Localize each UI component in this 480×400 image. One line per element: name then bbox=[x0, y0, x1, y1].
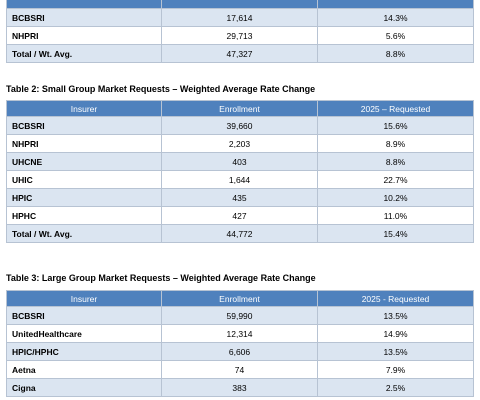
enrollment-cell: 17,614 bbox=[161, 8, 318, 27]
insurer-cell: Cigna bbox=[6, 378, 162, 397]
insurer-cell: UnitedHealthcare bbox=[6, 324, 162, 343]
table-1: BCBSRI 17,614 14.3% NHPRI 29,713 5.6% To… bbox=[6, 0, 474, 63]
rate-cell: 22.7% bbox=[317, 170, 474, 189]
enrollment-cell: 6,606 bbox=[161, 342, 318, 361]
enrollment-header: Enrollment bbox=[161, 290, 318, 307]
rate-cell: 14.3% bbox=[317, 8, 474, 27]
insurer-cell: BCBSRI bbox=[6, 116, 162, 135]
enrollment-cell: 383 bbox=[161, 378, 318, 397]
rate-cell: 15.4% bbox=[317, 224, 474, 243]
insurer-cell: UHIC bbox=[6, 170, 162, 189]
rate-cell: 7.9% bbox=[317, 360, 474, 379]
rate-cell: 15.6% bbox=[317, 116, 474, 135]
table-2-title: Table 2: Small Group Market Requests – W… bbox=[6, 84, 316, 94]
table-3-header-row: Insurer Enrollment 2025 - Requested bbox=[6, 290, 474, 307]
rate-cell: 13.5% bbox=[317, 306, 474, 325]
insurer-cell: HPIC/HPHC bbox=[6, 342, 162, 361]
table-1-header-row bbox=[6, 0, 474, 9]
table-row: NHPRI 2,203 8.9% bbox=[6, 134, 474, 153]
table-1-header-cell bbox=[161, 0, 318, 9]
rate-cell: 10.2% bbox=[317, 188, 474, 207]
enrollment-header: Enrollment bbox=[161, 100, 318, 117]
rate-cell: 14.9% bbox=[317, 324, 474, 343]
enrollment-cell: 2,203 bbox=[161, 134, 318, 153]
table-row: BCBSRI 39,660 15.6% bbox=[6, 116, 474, 135]
insurer-cell: BCBSRI bbox=[6, 306, 162, 325]
total-row: Total / Wt. Avg. 44,772 15.4% bbox=[6, 224, 474, 243]
insurer-cell: NHPRI bbox=[6, 26, 162, 45]
table-row: UHCNE 403 8.8% bbox=[6, 152, 474, 171]
table-row: Cigna 383 2.5% bbox=[6, 378, 474, 397]
rate-header: 2025 – Requested bbox=[317, 100, 474, 117]
rate-cell: 8.8% bbox=[317, 44, 474, 63]
enrollment-cell: 29,713 bbox=[161, 26, 318, 45]
table-row: BCBSRI 59,990 13.5% bbox=[6, 306, 474, 325]
insurer-header: Insurer bbox=[6, 100, 162, 117]
table-3-title: Table 3: Large Group Market Requests – W… bbox=[6, 273, 316, 283]
rate-header: 2025 - Requested bbox=[317, 290, 474, 307]
enrollment-cell: 427 bbox=[161, 206, 318, 225]
table-3: Insurer Enrollment 2025 - Requested BCBS… bbox=[6, 290, 474, 397]
insurer-cell: HPHC bbox=[6, 206, 162, 225]
table-row: HPIC 435 10.2% bbox=[6, 188, 474, 207]
insurer-cell: NHPRI bbox=[6, 134, 162, 153]
table-1-header-cell bbox=[6, 0, 162, 9]
table-row: HPIC/HPHC 6,606 13.5% bbox=[6, 342, 474, 361]
table-row: HPHC 427 11.0% bbox=[6, 206, 474, 225]
insurer-header: Insurer bbox=[6, 290, 162, 307]
enrollment-cell: 74 bbox=[161, 360, 318, 379]
rate-cell: 8.8% bbox=[317, 152, 474, 171]
table-row: Aetna 74 7.9% bbox=[6, 360, 474, 379]
table-2: Insurer Enrollment 2025 – Requested BCBS… bbox=[6, 100, 474, 243]
insurer-cell: Aetna bbox=[6, 360, 162, 379]
insurer-cell: UHCNE bbox=[6, 152, 162, 171]
enrollment-cell: 39,660 bbox=[161, 116, 318, 135]
rate-cell: 11.0% bbox=[317, 206, 474, 225]
rate-cell: 2.5% bbox=[317, 378, 474, 397]
insurer-cell: Total / Wt. Avg. bbox=[6, 224, 162, 243]
enrollment-cell: 59,990 bbox=[161, 306, 318, 325]
rate-cell: 5.6% bbox=[317, 26, 474, 45]
insurer-cell: Total / Wt. Avg. bbox=[6, 44, 162, 63]
table-row: UnitedHealthcare 12,314 14.9% bbox=[6, 324, 474, 343]
insurer-cell: BCBSRI bbox=[6, 8, 162, 27]
insurer-cell: HPIC bbox=[6, 188, 162, 207]
table-row: UHIC 1,644 22.7% bbox=[6, 170, 474, 189]
enrollment-cell: 44,772 bbox=[161, 224, 318, 243]
enrollment-cell: 435 bbox=[161, 188, 318, 207]
table-1-header-cell bbox=[317, 0, 474, 9]
rate-cell: 13.5% bbox=[317, 342, 474, 361]
table-row: BCBSRI 17,614 14.3% bbox=[6, 8, 474, 27]
enrollment-cell: 403 bbox=[161, 152, 318, 171]
table-2-header-row: Insurer Enrollment 2025 – Requested bbox=[6, 100, 474, 117]
rate-cell: 8.9% bbox=[317, 134, 474, 153]
enrollment-cell: 1,644 bbox=[161, 170, 318, 189]
enrollment-cell: 47,327 bbox=[161, 44, 318, 63]
total-row: Total / Wt. Avg. 47,327 8.8% bbox=[6, 44, 474, 63]
enrollment-cell: 12,314 bbox=[161, 324, 318, 343]
table-row: NHPRI 29,713 5.6% bbox=[6, 26, 474, 45]
